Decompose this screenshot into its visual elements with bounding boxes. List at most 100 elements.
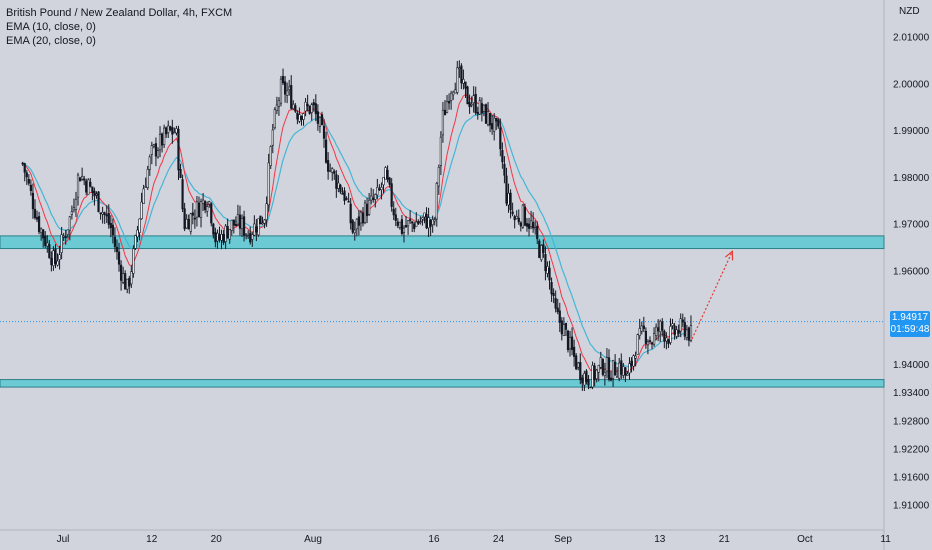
candle-body xyxy=(503,163,506,176)
candle-body xyxy=(585,370,588,382)
candle-body xyxy=(199,201,203,218)
candle-body xyxy=(187,219,190,230)
candle-body xyxy=(384,167,387,180)
candle-body xyxy=(626,373,629,376)
candle-body xyxy=(101,212,104,215)
candle-body xyxy=(76,174,80,198)
candle-body xyxy=(632,355,635,367)
candle-body xyxy=(72,207,76,211)
candle-body xyxy=(568,337,572,350)
candle-body xyxy=(591,365,594,388)
candle-body xyxy=(675,329,678,337)
candle-body xyxy=(269,146,272,166)
candle-body xyxy=(238,214,242,229)
candle-body xyxy=(292,103,295,110)
candle-body xyxy=(497,119,500,127)
candle-body xyxy=(618,362,621,379)
candle-body xyxy=(599,357,602,368)
candle-body xyxy=(378,188,381,191)
y-tick-label: 1.92800 xyxy=(893,416,930,427)
candle-body xyxy=(99,212,102,215)
candle-body xyxy=(185,218,188,229)
candle-body xyxy=(281,76,285,84)
candle-body xyxy=(677,330,680,334)
projection-arrow-line xyxy=(691,251,733,340)
candle-body xyxy=(673,325,676,335)
candle-body xyxy=(491,123,494,130)
candle-body xyxy=(464,81,467,89)
candle-body xyxy=(642,325,645,330)
candle-body xyxy=(165,127,168,135)
candle-body xyxy=(380,186,383,191)
candle-body xyxy=(294,105,297,112)
candle-body xyxy=(614,361,617,376)
candle-body xyxy=(409,219,412,221)
candle-body xyxy=(529,220,533,227)
candle-body xyxy=(376,187,379,196)
candle-body xyxy=(314,103,317,115)
candle-body xyxy=(607,357,611,380)
candle-body xyxy=(687,327,691,341)
candle-body xyxy=(646,341,650,346)
candle-body xyxy=(374,194,377,200)
candle-body xyxy=(152,144,155,147)
candle-body xyxy=(368,199,371,215)
candle-body xyxy=(224,225,227,242)
candle-body xyxy=(257,218,260,236)
candle-body xyxy=(689,325,693,341)
candle-body xyxy=(337,182,340,189)
ema20-legend: EMA (20, close, 0) xyxy=(6,35,96,47)
x-tick-label: 24 xyxy=(493,534,505,545)
candle-body xyxy=(562,324,565,337)
candle-body xyxy=(68,216,71,231)
candle-body xyxy=(83,178,86,181)
candle-body xyxy=(433,219,436,222)
candle-body xyxy=(327,160,330,172)
candle-body xyxy=(150,145,153,155)
candle-body xyxy=(232,219,235,226)
candle-body xyxy=(665,337,668,342)
candle-body xyxy=(351,220,354,233)
candle-body xyxy=(251,234,254,240)
candle-body xyxy=(419,221,422,223)
candle-body xyxy=(267,162,270,206)
y-tick-label: 1.97000 xyxy=(893,220,930,231)
candle-body xyxy=(349,203,352,224)
y-tick-label: 1.98000 xyxy=(893,173,930,184)
candle-body xyxy=(263,219,266,224)
candle-body xyxy=(132,248,135,274)
y-tick-label: 1.92200 xyxy=(893,444,930,455)
candle-body xyxy=(78,177,82,182)
candle-body xyxy=(587,379,590,386)
x-tick-label: 20 xyxy=(211,534,223,545)
x-tick-label: 21 xyxy=(719,534,731,545)
candle-body xyxy=(421,217,424,220)
candle-body xyxy=(659,320,662,333)
currency-label: NZD xyxy=(899,6,920,17)
candle-body xyxy=(685,329,688,338)
candle-body xyxy=(372,197,375,200)
candle-body xyxy=(454,89,457,94)
candle-body xyxy=(355,218,358,230)
candle-body xyxy=(478,100,481,115)
candle-body xyxy=(534,227,537,230)
x-tick-label: Sep xyxy=(554,534,572,545)
candle-body xyxy=(560,320,563,335)
candle-body xyxy=(480,103,483,114)
x-tick-label: Jul xyxy=(57,534,70,545)
candle-body xyxy=(597,365,600,373)
candle-body xyxy=(548,267,551,281)
candle-body xyxy=(35,217,39,220)
candle-body xyxy=(499,127,502,150)
candle-body xyxy=(220,234,223,241)
candle-body xyxy=(183,208,186,230)
candle-body xyxy=(616,376,619,378)
candle-body xyxy=(56,260,59,266)
candle-body xyxy=(452,91,455,96)
candle-body xyxy=(105,214,108,217)
candle-body xyxy=(581,377,584,384)
candle-body xyxy=(566,330,570,351)
candle-body xyxy=(124,273,127,290)
